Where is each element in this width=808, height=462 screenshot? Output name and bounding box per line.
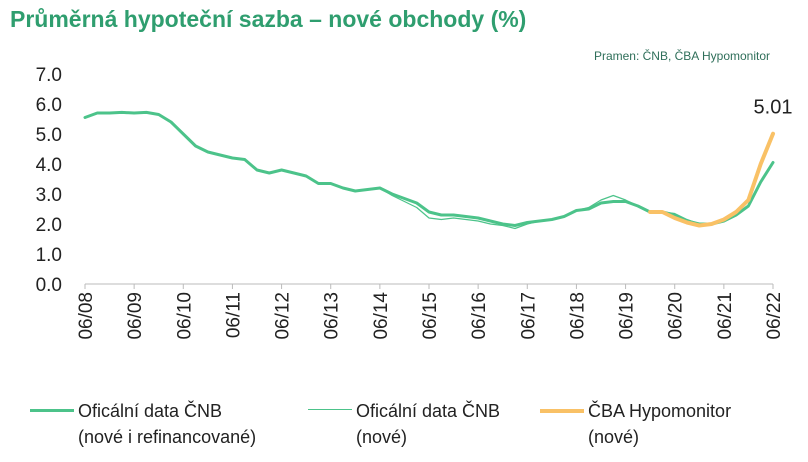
x-tick-label: 06/16 xyxy=(469,292,490,340)
data-label: 5.01 xyxy=(754,97,793,119)
x-tick-label: 06/20 xyxy=(666,292,687,340)
series-line xyxy=(648,131,775,228)
legend-swatch xyxy=(308,409,352,411)
y-tick-label: 4.0 xyxy=(36,155,62,176)
legend-item: ČBA Hypomonitor (nové) xyxy=(540,398,731,450)
x-tick-label: 06/17 xyxy=(518,292,539,340)
x-tick-label: 06/21 xyxy=(715,292,736,340)
x-tick-label: 06/10 xyxy=(174,292,195,340)
chart: Průměrná hypoteční sazba – nové obchody … xyxy=(10,6,793,340)
legend-swatch xyxy=(30,409,74,412)
x-tick-label: 06/18 xyxy=(567,292,588,340)
legend-label: Oficální data ČNB (nové i refinancované) xyxy=(78,401,257,447)
x-tick-label: 06/14 xyxy=(371,292,392,340)
x-tick-label: 06/22 xyxy=(764,292,785,340)
y-tick-label: 1.0 xyxy=(36,245,62,266)
x-tick-label: 06/19 xyxy=(617,292,638,340)
legend-label: ČBA Hypomonitor (nové) xyxy=(588,401,732,447)
y-tick-label: 5.0 xyxy=(36,125,62,146)
legend-label: Oficální data ČNB (nové) xyxy=(356,401,501,447)
y-tick-label: 3.0 xyxy=(36,185,62,206)
legend-item: Oficální data ČNB (nové i refinancované) xyxy=(30,398,256,450)
legend-item: Oficální data ČNB (nové) xyxy=(308,398,500,450)
legend-swatch xyxy=(540,409,584,413)
y-tick-label: 0.0 xyxy=(36,275,62,296)
x-tick-label: 06/09 xyxy=(125,292,146,340)
y-tick-label: 7.0 xyxy=(36,65,62,86)
x-tick-label: 06/11 xyxy=(223,292,244,338)
x-tick-label: 06/13 xyxy=(322,292,343,340)
chart-title: Průměrná hypoteční sazba – nové obchody … xyxy=(10,6,526,32)
y-tick-label: 2.0 xyxy=(36,215,62,236)
series-line xyxy=(83,110,775,227)
chart-subtitle: Pramen: ČNB, ČBA Hypomonitor xyxy=(594,48,770,63)
y-tick-label: 6.0 xyxy=(36,95,62,116)
x-tick-label: 06/08 xyxy=(76,292,97,340)
x-tick-label: 06/12 xyxy=(273,292,294,340)
x-tick-label: 06/15 xyxy=(420,292,441,340)
